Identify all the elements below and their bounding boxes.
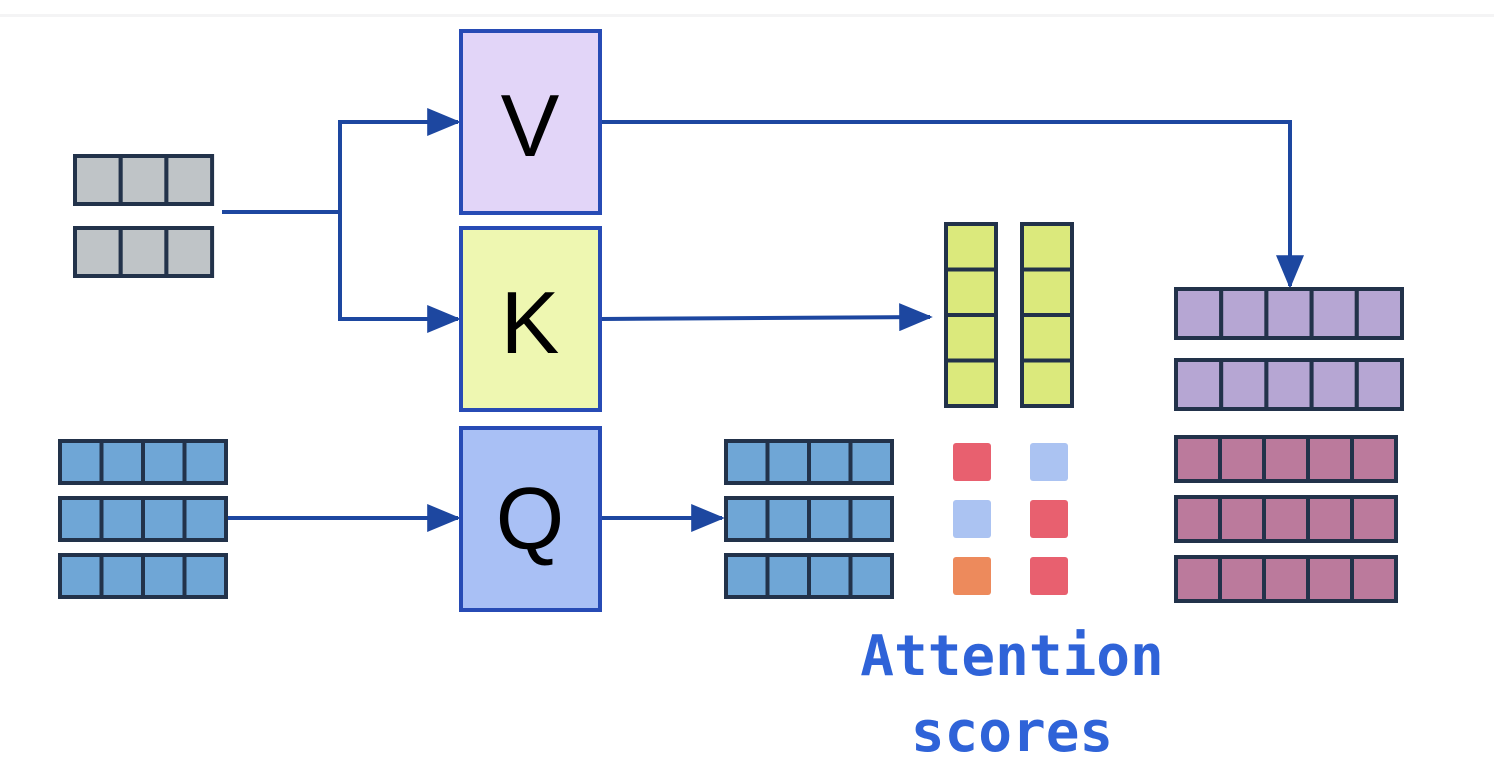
input-blue-matrix: [58, 439, 228, 599]
score-cell-red: [953, 443, 991, 481]
weighted-cell: [1350, 555, 1398, 603]
weighted-cell: [1174, 495, 1222, 543]
blue-input-cell: [99, 553, 145, 599]
value-cell: [1309, 358, 1359, 411]
weighted-matrix: [1174, 435, 1398, 603]
gray-input-cell: [73, 226, 123, 278]
gray-input-cell: [73, 154, 123, 206]
keys-matrix: [944, 222, 1074, 408]
value-cell: [1219, 287, 1269, 340]
q-label: Q: [496, 469, 564, 568]
blue-input-cell: [141, 553, 187, 599]
score-cell-red: [1030, 500, 1068, 538]
query-cell: [724, 553, 770, 599]
value-cell: [1354, 287, 1405, 340]
blue-input-cell: [182, 439, 228, 485]
weighted-cell: [1262, 495, 1310, 543]
input-to-v-arrow: [338, 108, 461, 212]
value-cell: [1174, 358, 1224, 411]
v-to-values-arrow: [601, 120, 1304, 289]
k-to-keys-arrow: [600, 303, 933, 332]
blue-input-cell: [182, 553, 228, 599]
value-cell: [1219, 358, 1269, 411]
weighted-cell: [1218, 555, 1266, 603]
weighted-cell: [1218, 495, 1266, 543]
input-gray-matrix: [73, 154, 215, 278]
blue-input-cell: [141, 439, 187, 485]
blue-input-cell: [141, 496, 187, 542]
k-box: K: [459, 226, 602, 412]
query-cell: [807, 553, 853, 599]
q-box: Q: [459, 426, 602, 612]
weighted-cell: [1306, 435, 1354, 483]
gray-input-cell: [164, 226, 215, 278]
blue-input-cell: [58, 439, 104, 485]
key-cell: [1020, 222, 1074, 272]
value-cell: [1174, 287, 1224, 340]
query-cell: [765, 553, 811, 599]
key-cell: [944, 267, 998, 317]
weighted-cell: [1218, 435, 1266, 483]
queries-matrix: [724, 439, 894, 599]
blue-input-cell: [182, 496, 228, 542]
gray-input-cell: [118, 154, 169, 206]
weighted-cell: [1306, 495, 1354, 543]
v-box: V: [459, 29, 602, 215]
score-cell-light: [953, 500, 991, 538]
connectors: [222, 108, 1304, 532]
caption-line-2: scores: [911, 700, 1113, 765]
top-divider: [0, 14, 1494, 17]
weighted-cell: [1174, 435, 1222, 483]
score-cell-orange: [953, 557, 991, 595]
query-cell: [765, 496, 811, 542]
key-cell: [1020, 358, 1074, 408]
blue-input-cell: [58, 553, 104, 599]
query-cell: [724, 496, 770, 542]
blue-input-cell: [99, 439, 145, 485]
query-cell: [724, 439, 770, 485]
value-cell: [1264, 358, 1314, 411]
weighted-cell: [1174, 555, 1222, 603]
v-label: V: [501, 76, 560, 175]
key-cell: [1020, 267, 1074, 317]
weighted-cell: [1350, 435, 1398, 483]
query-cell: [765, 439, 811, 485]
key-cell: [1020, 313, 1074, 363]
key-cell: [944, 313, 998, 363]
query-cell: [807, 496, 853, 542]
query-cell: [848, 496, 894, 542]
input-to-k-arrow: [338, 212, 461, 333]
weighted-cell: [1306, 555, 1354, 603]
values-matrix: [1174, 287, 1405, 411]
key-cell: [944, 358, 998, 408]
k-label: K: [501, 273, 560, 372]
score-cell-light: [1030, 443, 1068, 481]
value-cell: [1264, 287, 1314, 340]
gray-input-cell: [118, 226, 169, 278]
blue-input-cell: [58, 496, 104, 542]
query-cell: [848, 439, 894, 485]
attention-scores-grid: [953, 443, 1068, 595]
weighted-cell: [1350, 495, 1398, 543]
value-cell: [1309, 287, 1359, 340]
score-cell-red: [1030, 557, 1068, 595]
query-cell: [807, 439, 853, 485]
weighted-cell: [1262, 435, 1310, 483]
blue-input-cell: [99, 496, 145, 542]
query-cell: [848, 553, 894, 599]
value-cell: [1354, 358, 1405, 411]
caption-line-1: Attention: [860, 624, 1163, 689]
key-cell: [944, 222, 998, 272]
weighted-cell: [1262, 555, 1310, 603]
gray-input-cell: [164, 154, 215, 206]
